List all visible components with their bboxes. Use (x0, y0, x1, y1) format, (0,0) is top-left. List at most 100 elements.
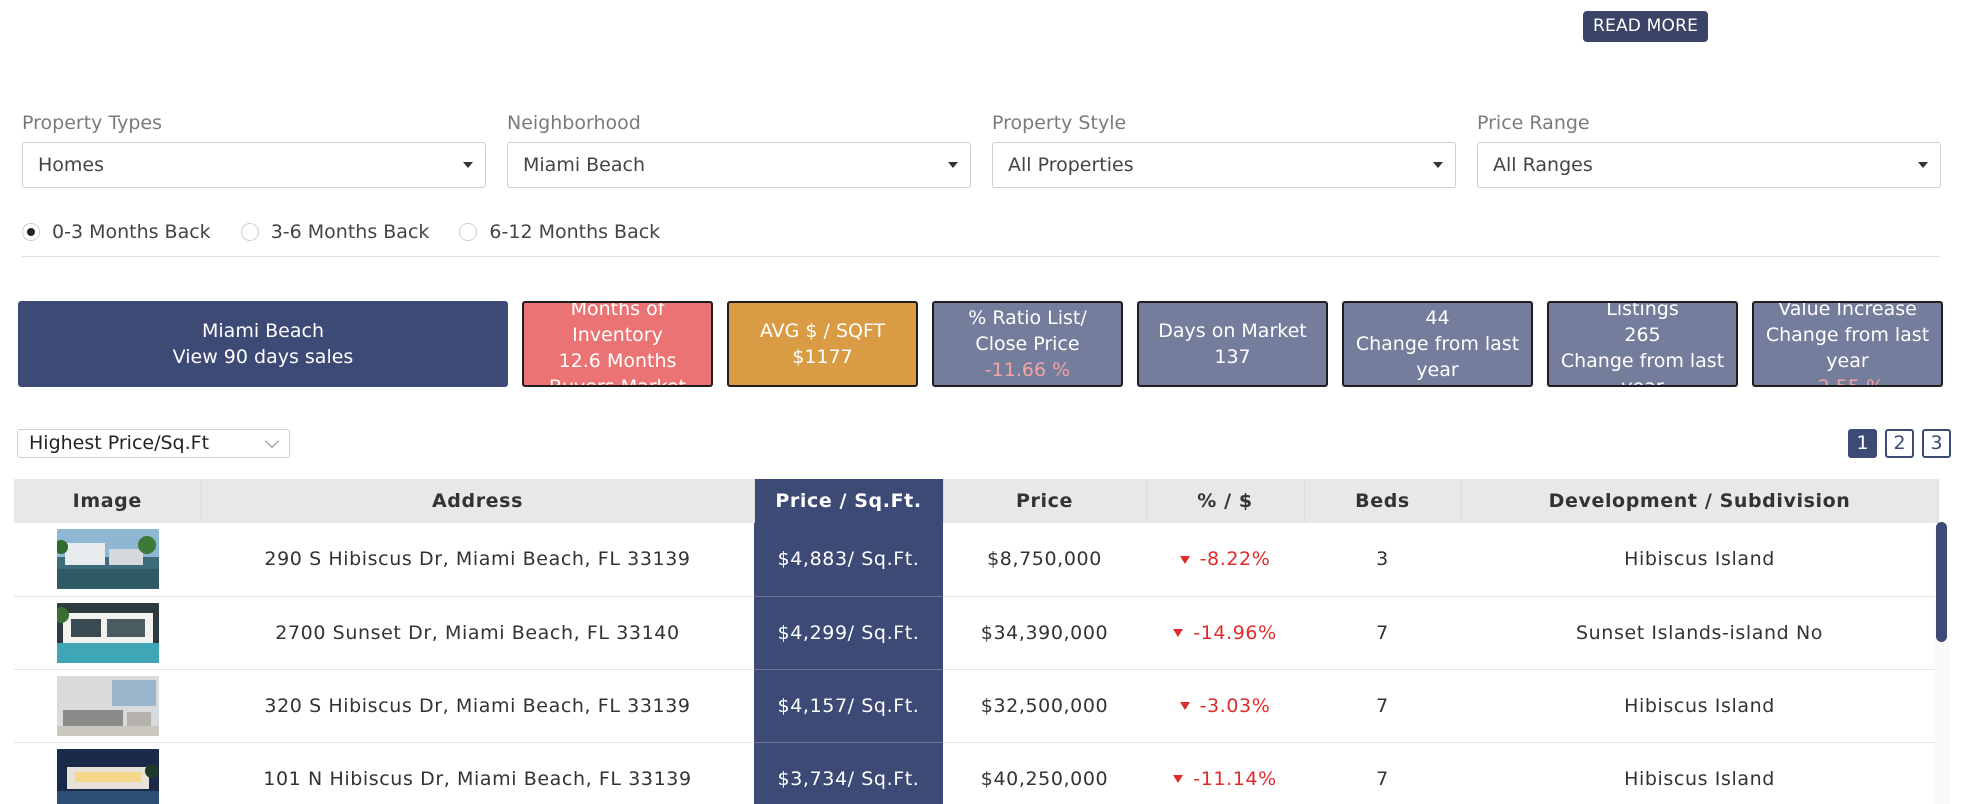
address-cell[interactable]: 290 S Hibiscus Dr, Miami Beach, FL 33139 (201, 523, 754, 597)
read-more-button[interactable]: READ MORE (1583, 11, 1709, 42)
value-increase-tile[interactable]: Value Increase Change from last year -2.… (1752, 301, 1943, 387)
avg-price-sqft-tile[interactable]: AVG $ / SQFT $1177 (727, 301, 918, 387)
address-cell[interactable]: 101 N Hibiscus Dr, Miami Beach, FL 33139 (201, 742, 754, 804)
radio-label: 6-12 Months Back (489, 221, 661, 243)
development-cell: Hibiscus Island (1461, 742, 1938, 804)
days-on-market-tile[interactable]: Days on Market 137 (1137, 301, 1328, 387)
price-sqft-cell: $4,157/ Sq.Ft. (754, 669, 943, 743)
radio-0-3-months[interactable]: 0-3 Months Back (22, 221, 211, 243)
property-photo[interactable] (56, 529, 159, 590)
table-row[interactable]: 101 N Hibiscus Dr, Miami Beach, FL 33139… (14, 742, 1938, 804)
triangle-down-icon (1173, 775, 1184, 783)
page-2-button[interactable]: 2 (1885, 429, 1914, 458)
beds-cell: 7 (1304, 742, 1461, 804)
radio-3-6-months[interactable]: 3-6 Months Back (240, 221, 430, 243)
price-sqft-cell: $3,734/ Sq.Ft. (754, 742, 943, 804)
listings-line1: Listings (1606, 301, 1679, 320)
value-change: -2.55 % (1810, 376, 1885, 387)
beds-cell: 3 (1304, 523, 1461, 597)
neighborhood-filter: Neighborhood Miami Beach (507, 110, 971, 188)
image-cell (14, 523, 201, 597)
triangle-down-icon (1179, 555, 1190, 564)
header-percent[interactable]: % / $ (1146, 479, 1305, 523)
radio-6-12-months[interactable]: 6-12 Months Back (459, 221, 660, 243)
inventory-line4: Buyers Market (548, 376, 687, 387)
page-3-button[interactable]: 3 (1922, 429, 1951, 458)
address-cell[interactable]: 320 S Hibiscus Dr, Miami Beach, FL 33139 (201, 669, 754, 743)
header-development[interactable]: Development / Subdivision (1461, 479, 1939, 523)
property-style-label: Property Style (992, 112, 1127, 134)
inventory-line2: Inventory (572, 324, 663, 346)
header-address[interactable]: Address (201, 479, 755, 523)
property-photo[interactable] (56, 675, 159, 736)
property-style-select[interactable]: All Properties (992, 142, 1456, 188)
listings-line4: year (1621, 376, 1664, 387)
property-style-value: All Properties (1008, 154, 1134, 176)
days-line1: Days on Market (1158, 320, 1307, 342)
price-range-select[interactable]: All Ranges (1477, 142, 1941, 188)
pagination: 1 2 3 (1840, 429, 1951, 458)
property-types-select[interactable]: Homes (22, 142, 486, 188)
ratio-line2: Close Price (975, 333, 1080, 355)
price-range-filter: Price Range All Ranges (1477, 110, 1941, 188)
listings-table: Image Address Price / Sq.Ft. Price % / $… (14, 479, 1949, 804)
sales-line1: 44 (1425, 307, 1450, 329)
table-row[interactable]: 290 S Hibiscus Dr, Miami Beach, FL 33139… (14, 523, 1938, 597)
stat-main-line1: Miami Beach (202, 320, 324, 342)
table-row[interactable]: 2700 Sunset Dr, Miami Beach, FL 33140 $4… (14, 596, 1938, 670)
avg-sqft-line2: $1177 (792, 346, 853, 368)
value-line2: Change from last (1765, 324, 1930, 346)
header-image[interactable]: Image (14, 479, 202, 523)
neighborhood-select[interactable]: Miami Beach (507, 142, 971, 188)
price-range-value: All Ranges (1493, 154, 1593, 176)
address-cell[interactable]: 2700 Sunset Dr, Miami Beach, FL 33140 (201, 596, 754, 670)
property-photo[interactable] (56, 748, 159, 804)
property-style-filter: Property Style All Properties (992, 110, 1456, 188)
percent-value: -11.14% (1193, 767, 1277, 790)
avg-sqft-line1: AVG $ / SQFT (759, 320, 886, 342)
property-types-filter: Property Types Homes (22, 110, 486, 188)
time-range-radio-group: 0-3 Months Back 3-6 Months Back 6-12 Mon… (22, 219, 690, 245)
ratio-value: -11.66 % (984, 359, 1071, 381)
value-line3: year (1826, 350, 1869, 372)
table-scrollbar-thumb[interactable] (1936, 522, 1947, 642)
price-sqft-cell: $4,883/ Sq.Ft. (754, 523, 943, 597)
view-sales-button[interactable]: Miami Beach View 90 days sales (18, 301, 508, 387)
development-cell: Hibiscus Island (1461, 523, 1938, 597)
percent-cell: -11.14% (1146, 742, 1304, 804)
neighborhood-value: Miami Beach (523, 154, 645, 176)
sort-select[interactable]: Highest Price/Sq.Ft (17, 429, 290, 458)
page-1-button[interactable]: 1 (1848, 429, 1877, 458)
development-cell: Hibiscus Island (1461, 669, 1938, 743)
price-range-label: Price Range (1477, 112, 1590, 134)
property-photo[interactable] (56, 602, 159, 663)
image-cell (14, 669, 201, 743)
inventory-line3: 12.6 Months (558, 350, 677, 372)
image-cell (14, 742, 201, 804)
listings-change-tile[interactable]: Listings 265 Change from last year (1547, 301, 1738, 387)
header-price-sqft[interactable]: Price / Sq.Ft. (754, 479, 944, 523)
caret-down-icon (1918, 162, 1928, 168)
listings-line3: Change from last (1560, 350, 1725, 372)
price-cell: $32,500,000 (943, 669, 1146, 743)
radio-selected-icon (22, 223, 40, 241)
ratio-list-close-tile[interactable]: % Ratio List/ Close Price -11.66 % (932, 301, 1123, 387)
percent-cell: -14.96% (1146, 596, 1304, 670)
sales-line2: Change from last (1355, 333, 1520, 355)
chevron-down-icon (264, 433, 280, 449)
beds-cell: 7 (1304, 669, 1461, 743)
months-inventory-tile[interactable]: Months of Inventory 12.6 Months Buyers M… (522, 301, 713, 387)
header-price[interactable]: Price (943, 479, 1147, 523)
price-sqft-cell: $4,299/ Sq.Ft. (754, 596, 943, 670)
ratio-line1: % Ratio List/ (968, 307, 1087, 329)
percent-cell: -8.22% (1146, 523, 1304, 597)
radio-unselected-icon (240, 223, 259, 241)
header-beds[interactable]: Beds (1304, 479, 1462, 523)
price-cell: $8,750,000 (943, 523, 1146, 597)
radio-label: 3-6 Months Back (270, 221, 430, 243)
stat-main-line2: View 90 days sales (172, 346, 354, 368)
sales-change-tile[interactable]: 44 Change from last year (1342, 301, 1533, 387)
radio-unselected-icon (459, 223, 478, 241)
radio-label: 0-3 Months Back (52, 221, 211, 243)
table-row[interactable]: 320 S Hibiscus Dr, Miami Beach, FL 33139… (14, 669, 1938, 743)
